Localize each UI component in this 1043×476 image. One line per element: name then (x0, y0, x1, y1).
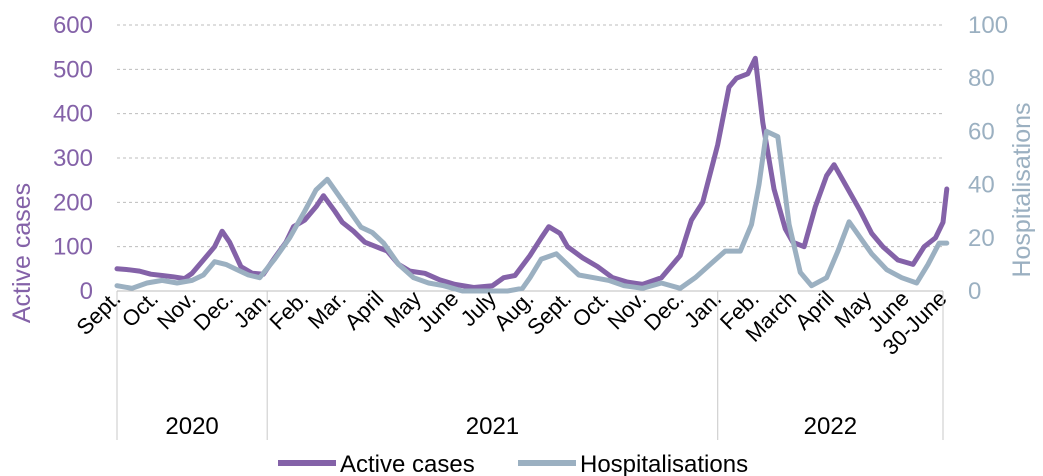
right-axis-ticks: 0 20 40 60 80 100 (968, 12, 1008, 305)
month-label: Nov. (603, 286, 652, 335)
month-label: Feb. (264, 286, 313, 335)
series-lines (114, 55, 950, 294)
left-tick-label: 300 (53, 145, 93, 172)
left-tick-label: 500 (53, 56, 93, 83)
left-tick-label: 100 (53, 234, 93, 261)
series-line-hospitalisations (114, 128, 950, 294)
month-label: Jan. (679, 286, 726, 333)
month-labels: Sept.Oct.Nov.Dec.Jan.Feb.Mar.AprilMayJun… (72, 286, 952, 360)
left-tick-label: 600 (53, 12, 93, 39)
month-label: Oct. (117, 286, 163, 332)
year-label: 2020 (165, 413, 218, 440)
month-label: Dec. (639, 286, 689, 336)
month-label: April (790, 286, 839, 335)
month-label: April (340, 286, 389, 335)
year-label: 2021 (466, 413, 519, 440)
legend-label-hospitalisations: Hospitalisations (580, 451, 748, 476)
year-label: 2022 (804, 413, 857, 440)
month-label: Dec. (188, 286, 238, 336)
gridlines (117, 24, 943, 292)
right-tick-label: 20 (968, 225, 995, 252)
legend-label-active-cases: Active cases (340, 451, 475, 476)
month-label: Mar. (303, 286, 351, 334)
left-tick-label: 0 (80, 278, 93, 305)
month-label: Jan. (229, 286, 276, 333)
legend: Active cases Hospitalisations (278, 451, 748, 476)
month-label: June (412, 286, 463, 337)
right-axis-title: Hospitalisations (1008, 102, 1036, 277)
series-line-active-cases (114, 55, 950, 290)
year-groups: 2020 2021 2022 (116, 291, 944, 440)
right-tick-label: 0 (968, 278, 981, 305)
month-label: Nov. (152, 286, 201, 335)
right-tick-label: 40 (968, 172, 995, 199)
month-label: Oct. (567, 286, 613, 332)
left-tick-label: 200 (53, 189, 93, 216)
left-axis-title: Active cases (8, 183, 36, 323)
right-tick-label: 100 (968, 12, 1008, 39)
right-tick-label: 60 (968, 118, 995, 145)
left-axis-ticks: 0 100 200 300 400 500 600 (53, 12, 93, 305)
right-tick-label: 80 (968, 65, 995, 92)
left-tick-label: 400 (53, 101, 93, 128)
